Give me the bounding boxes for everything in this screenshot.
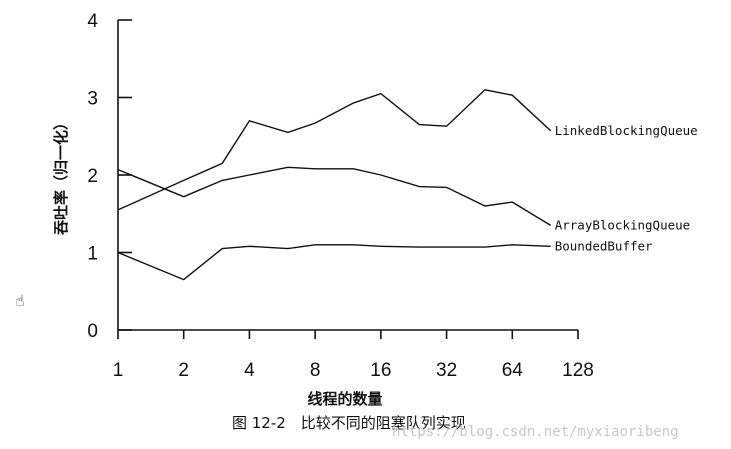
y-axis-title: 吞吐率（归一化）	[52, 115, 70, 236]
series-line-1	[117, 166, 552, 226]
watermark: https://blog.csdn.net/myxiaoribeng	[392, 424, 679, 440]
x-tick-label: 4	[244, 360, 255, 381]
series-label-0: LinkedBlockingQueue	[555, 123, 698, 138]
x-tick-label: 64	[502, 360, 524, 381]
series-label-1: ArrayBlockingQueue	[555, 217, 690, 232]
series-line-0	[117, 89, 552, 211]
y-tick-label: 0	[87, 321, 98, 342]
x-tick-label: 128	[562, 360, 594, 381]
series-line-2	[117, 244, 551, 281]
x-tick-label: 2	[178, 360, 189, 381]
x-tick-label: 16	[370, 360, 391, 381]
figure-caption: 图 12-2 比较不同的阻塞队列实现	[232, 414, 466, 432]
chart-axes	[117, 20, 578, 331]
series-label-2: BoundedBuffer	[555, 238, 653, 253]
y-tick-label: 4	[87, 11, 98, 32]
y-tick-label: 2	[87, 166, 98, 187]
hand-cursor-icon: ☝	[15, 291, 25, 310]
y-tick-label: 3	[87, 89, 98, 110]
chart-series-labels: LinkedBlockingQueue ArrayBlockingQueue Bou…	[555, 123, 698, 253]
chart-series	[117, 89, 552, 281]
x-tick-label: 1	[113, 360, 124, 381]
y-tick-label: 1	[87, 244, 98, 265]
x-tick-label: 8	[310, 360, 321, 381]
x-axis-title: 线程的数量	[307, 390, 382, 408]
x-tick-label: 32	[436, 360, 457, 381]
